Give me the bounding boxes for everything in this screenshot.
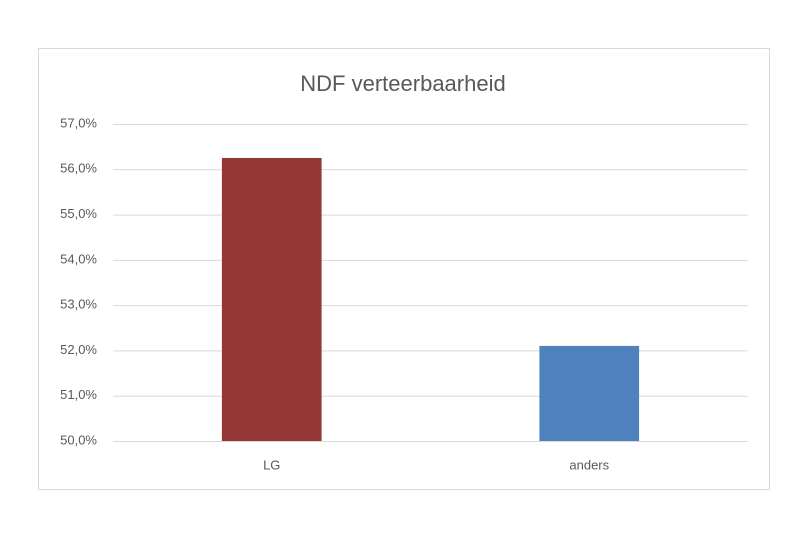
x-tick-label: LG <box>263 457 280 472</box>
y-tick-label: 51,0% <box>60 387 97 402</box>
x-tick-label: anders <box>569 457 609 472</box>
y-tick-label: 57,0% <box>60 115 97 130</box>
y-tick-label: 53,0% <box>60 297 97 312</box>
chart-title: NDF verteerbaarheid <box>300 71 505 96</box>
y-tick-label: 52,0% <box>60 342 97 357</box>
bar <box>221 157 322 441</box>
y-tick-label: 50,0% <box>60 432 97 447</box>
chart-frame <box>38 48 770 490</box>
y-tick-label: 56,0% <box>60 161 97 176</box>
bar <box>539 345 640 441</box>
y-tick-label: 54,0% <box>60 251 97 266</box>
y-tick-label: 55,0% <box>60 206 97 221</box>
